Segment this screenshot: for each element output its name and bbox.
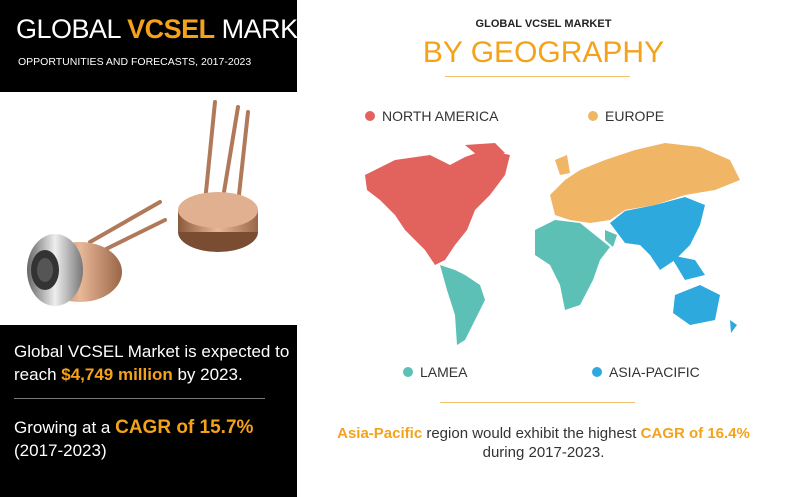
asia-pacific-dot-icon — [592, 367, 602, 377]
europe-dot-icon — [588, 111, 598, 121]
legend-europe: EUROPE — [588, 108, 664, 124]
cagr-statement: Growing at a CAGR of 15.7% (2017-2023) — [14, 417, 254, 460]
right-heading: BY GEOGRAPHY — [422, 36, 665, 69]
divider — [14, 398, 265, 399]
lamea-dot-icon — [403, 367, 413, 377]
asia-pacific-region — [610, 197, 737, 333]
lamea-region — [440, 220, 617, 345]
legend-lamea: LAMEA — [403, 364, 467, 380]
legend-north-america: NORTH AMERICA — [365, 108, 498, 124]
north-america-region — [365, 143, 510, 265]
footer-divider — [440, 402, 635, 403]
vcsel-product-image — [0, 92, 297, 325]
world-map — [365, 143, 740, 345]
market-size-statement: Global VCSEL Market is expected to reach… — [14, 342, 290, 384]
main-title: GLOBAL VCSEL MARKET — [16, 14, 332, 44]
legend-asia-pacific: ASIA-PACIFIC — [592, 364, 700, 380]
north-america-dot-icon — [365, 111, 375, 121]
europe-region — [550, 143, 740, 223]
subtitle: OPPORTUNITIES AND FORECASTS, 2017-2023 — [18, 56, 252, 68]
footer-statement: Asia-Pacific region would exhibit the hi… — [337, 425, 750, 461]
left-panel: GLOBAL VCSEL MARKET OPPORTUNITIES AND FO… — [0, 0, 332, 497]
right-kicker: GLOBAL VCSEL MARKET — [475, 18, 612, 30]
heading-underline — [445, 76, 630, 77]
